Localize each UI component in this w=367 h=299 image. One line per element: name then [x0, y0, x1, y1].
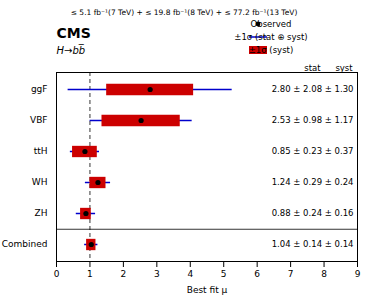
svg-text:±1σ (stat ⊕ syst): ±1σ (stat ⊕ syst): [234, 32, 307, 42]
svg-text:2.80 ± 2.08 ± 1.30: 2.80 ± 2.08 ± 1.30: [272, 84, 354, 94]
svg-text:Observed: Observed: [251, 19, 292, 29]
svg-text:0.88 ± 0.24 ± 0.16: 0.88 ± 0.24 ± 0.16: [272, 208, 354, 218]
svg-text:2: 2: [121, 269, 127, 279]
svg-text:2.53 ± 0.98 ± 1.17: 2.53 ± 0.98 ± 1.17: [272, 115, 354, 125]
svg-text:H→bb̅: H→bb̅: [57, 44, 86, 56]
svg-text:0: 0: [54, 269, 60, 279]
svg-text:1: 1: [87, 269, 93, 279]
svg-text:WH: WH: [32, 177, 48, 187]
svg-text:ZH: ZH: [35, 208, 48, 218]
svg-text:1.04 ± 0.14 ± 0.14: 1.04 ± 0.14 ± 0.14: [272, 239, 354, 249]
svg-text:VBF: VBF: [30, 115, 48, 125]
svg-text:ggF: ggF: [31, 84, 48, 94]
svg-text:Combined: Combined: [2, 239, 48, 249]
svg-text:8: 8: [321, 269, 327, 279]
svg-text:Best fit μ: Best fit μ: [187, 285, 228, 295]
svg-text:7: 7: [288, 269, 294, 279]
svg-text:1.24 ± 0.29 ± 0.24: 1.24 ± 0.29 ± 0.24: [272, 177, 354, 187]
svg-text:≤ 5.1 fb⁻¹(7 TeV) + ≤ 19.8 fb⁻: ≤ 5.1 fb⁻¹(7 TeV) + ≤ 19.8 fb⁻¹(8 TeV) +…: [71, 8, 298, 17]
svg-text:5: 5: [221, 269, 227, 279]
svg-text:9: 9: [355, 269, 361, 279]
svg-text:stat: stat: [304, 63, 321, 73]
svg-text:syst: syst: [335, 63, 353, 73]
svg-text:4: 4: [187, 269, 193, 279]
svg-text:3: 3: [154, 269, 160, 279]
svg-text:CMS: CMS: [57, 25, 91, 41]
svg-text:6: 6: [254, 269, 260, 279]
svg-text:ttH: ttH: [34, 146, 48, 156]
svg-text:±1σ (syst): ±1σ (syst): [249, 45, 293, 55]
svg-text:0.85 ± 0.23 ± 0.37: 0.85 ± 0.23 ± 0.37: [272, 146, 354, 156]
